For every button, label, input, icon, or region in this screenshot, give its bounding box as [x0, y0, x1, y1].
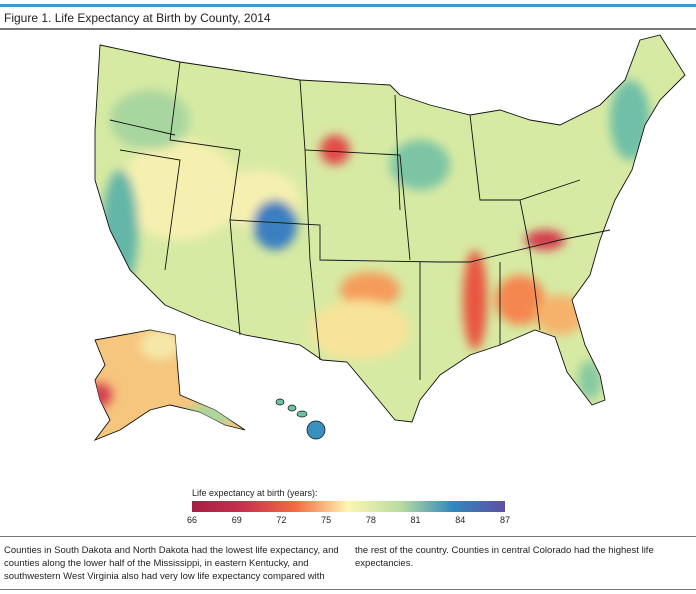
divider [0, 28, 696, 30]
legend-tick-label: 75 [321, 515, 332, 525]
top-accent-line [0, 4, 696, 7]
state-borders [94, 34, 686, 423]
legend-tick-label: 66 [186, 515, 198, 525]
alaska [93, 329, 246, 442]
hawaii [275, 398, 326, 440]
legend-title: Life expectancy at birth (years): [192, 488, 318, 498]
legend-tick-label: 72 [276, 515, 287, 525]
county-map [93, 34, 686, 442]
legend-tick-label: 84 [455, 515, 466, 525]
caption-right: the rest of the country. Counties in cen… [355, 545, 654, 569]
divider [0, 589, 696, 590]
legend-tick-label: 87 [499, 515, 511, 525]
legend-tick-label: 78 [365, 515, 376, 525]
legend-color-bar [192, 501, 505, 512]
legend-tick-label: 69 [231, 515, 242, 525]
contiguous-us [94, 34, 686, 423]
legend-tick-label: 81 [410, 515, 421, 525]
caption-left: Counties in South Dakota and North Dakot… [4, 545, 339, 582]
divider [0, 536, 696, 537]
figure-title: Figure 1. Life Expectancy at Birth by Co… [4, 11, 271, 25]
